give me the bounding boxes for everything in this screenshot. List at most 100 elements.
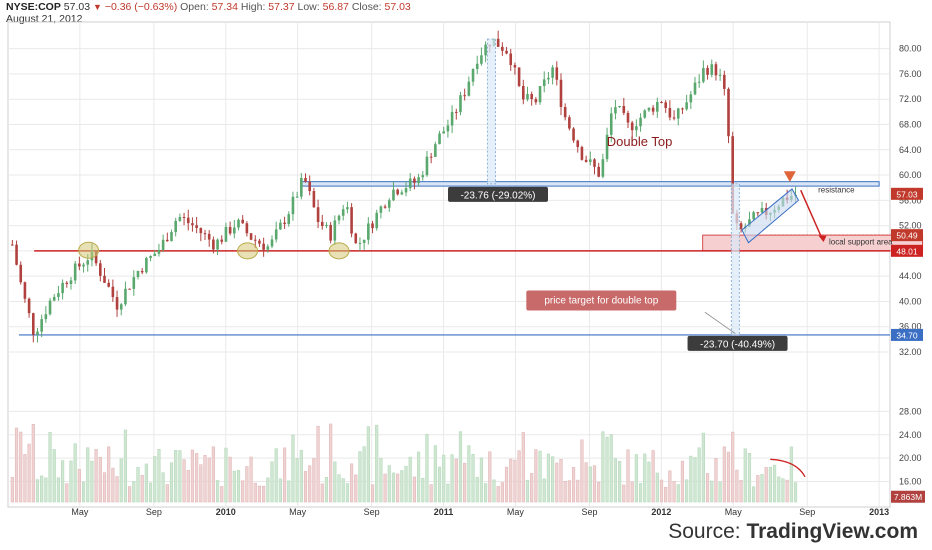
volume-bar <box>634 454 638 503</box>
volume-bar <box>437 466 442 503</box>
volume-bar <box>404 465 408 503</box>
measure-top-label: -23.76 (-29.02%) <box>460 190 535 201</box>
volume-bar <box>257 485 262 503</box>
volume-bar <box>668 470 672 503</box>
candle-body <box>233 227 236 234</box>
candle-body <box>52 296 56 301</box>
volume-bar <box>731 431 735 503</box>
candle-body <box>760 208 764 213</box>
candle-body <box>212 239 215 250</box>
volume-bar <box>241 480 245 503</box>
volume-bar <box>73 443 77 503</box>
candle-body <box>459 95 462 113</box>
candle-body <box>237 219 240 228</box>
volume-bar <box>471 453 475 503</box>
measure-band-target <box>730 183 740 336</box>
volume-bar <box>287 480 291 503</box>
close-value: 57.03 <box>384 1 411 13</box>
volume-bar <box>228 456 232 503</box>
symbol-header: NYSE:COP 57.03 ▼ −0.36 (−0.63%) Open: 57… <box>6 1 411 13</box>
axis-value-box <box>891 229 923 242</box>
candle-body <box>471 69 475 82</box>
candle-body <box>668 107 672 118</box>
volume-bar <box>111 467 115 503</box>
candle-body <box>689 94 693 103</box>
candle-body <box>170 232 173 242</box>
volume-bar <box>396 473 400 503</box>
volume-bar <box>98 456 102 503</box>
volume-bar <box>701 432 705 503</box>
candle-body <box>517 67 521 87</box>
candle-body <box>346 207 349 210</box>
volume-bar <box>429 484 433 503</box>
volume-bar <box>224 447 228 503</box>
volume-bar <box>789 446 793 503</box>
candle-body <box>723 74 726 89</box>
candle-body <box>463 95 466 97</box>
candle-body <box>65 282 69 284</box>
candle-body <box>568 117 571 129</box>
volume-bar <box>760 474 764 503</box>
volume-bar <box>211 446 215 503</box>
volume-value-label: 7.863M <box>894 492 922 502</box>
candle-body <box>534 99 538 103</box>
candle-body <box>320 221 324 227</box>
level-lines <box>18 234 890 336</box>
volume-bar <box>525 479 530 503</box>
candle-body <box>99 263 102 276</box>
candle-body <box>371 223 374 229</box>
volume-bar <box>500 482 504 503</box>
axis-value-label: 34.70 <box>896 330 918 340</box>
volume-bar <box>102 472 107 503</box>
x-tick-label: 2010 <box>216 507 236 517</box>
measure-target-label: -23.70 (-40.49%) <box>700 339 775 350</box>
volume-bar <box>563 480 567 503</box>
volume-bar <box>358 451 362 503</box>
volume-bar <box>601 431 605 503</box>
candle-body <box>19 264 23 283</box>
price-target-note-box <box>526 290 677 311</box>
volume-bar <box>333 461 337 503</box>
volume-bar <box>555 462 559 503</box>
candle-body <box>94 250 98 264</box>
volume-bar <box>324 477 329 503</box>
candle-body <box>11 244 14 246</box>
volume-bar <box>48 432 52 503</box>
candle-body <box>195 225 198 229</box>
annotations: Double Top resistance local support area -2… <box>78 38 893 478</box>
candle-body <box>379 206 383 213</box>
volume-bar <box>689 455 693 503</box>
volume-bar <box>747 452 752 503</box>
candle-body <box>580 147 584 160</box>
candle-body <box>693 82 697 95</box>
volume-bar <box>148 482 153 503</box>
candle-body <box>630 122 634 131</box>
volume-bar <box>676 484 680 503</box>
candle-body <box>387 200 391 208</box>
volume-bar <box>128 486 132 503</box>
candle-body <box>383 206 387 208</box>
y-tick-label: 80.00 <box>899 44 922 54</box>
grid <box>7 21 891 508</box>
candle-body <box>584 159 588 162</box>
open-label: Open: <box>180 1 209 13</box>
candle-body <box>308 181 312 192</box>
candle-body <box>291 196 295 215</box>
volume-bar <box>35 479 40 503</box>
breakdown-arrow-line <box>800 189 824 240</box>
volume-bar <box>492 479 496 503</box>
candle-body <box>362 239 366 243</box>
vol-tick-label: 24.00 <box>899 430 922 440</box>
source-credit: Source: TradingView.com <box>668 520 918 544</box>
candle-body <box>530 94 533 100</box>
candle-body <box>656 101 659 112</box>
candle-body <box>203 233 207 235</box>
volume-bar <box>362 446 366 503</box>
volume-bar <box>772 464 777 503</box>
volume-bar <box>195 453 199 503</box>
volume-bar <box>190 449 195 503</box>
volume-bar <box>186 470 190 503</box>
candle-body <box>367 223 370 240</box>
breakdown-arrow-head <box>818 235 827 243</box>
